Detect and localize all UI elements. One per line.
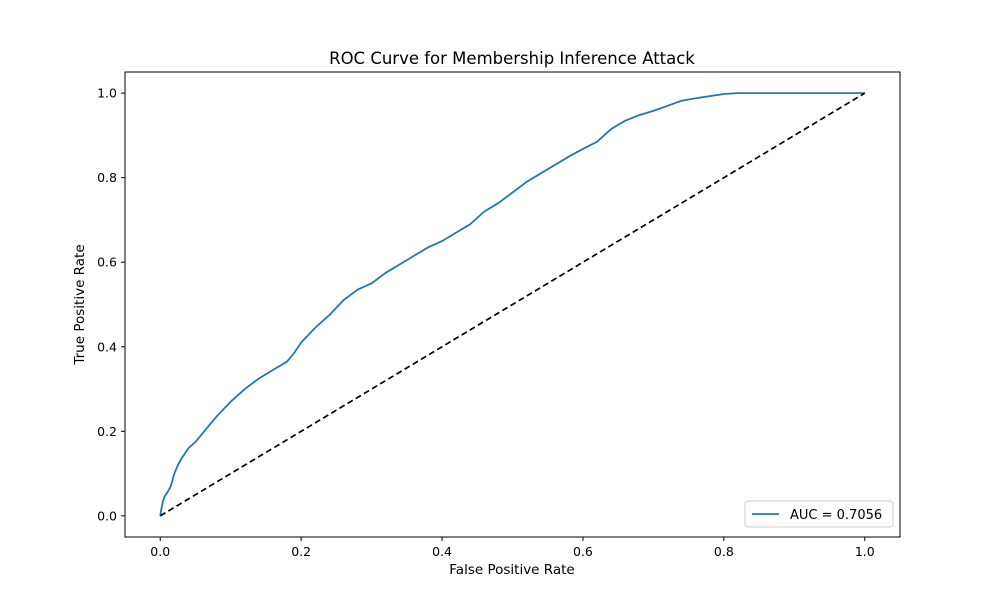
x-axis-label: False Positive Rate bbox=[449, 562, 574, 578]
x-tick-label: 1.0 bbox=[855, 544, 875, 559]
legend: AUC = 0.7056 bbox=[744, 500, 894, 528]
roc-curve-line bbox=[159, 92, 865, 517]
y-tick-label: 0.4 bbox=[97, 339, 117, 354]
x-tick-label: 0.0 bbox=[150, 544, 170, 559]
x-tick-label: 0.8 bbox=[714, 544, 734, 559]
y-axis-label: True Positive Rate bbox=[72, 244, 88, 365]
legend-label: AUC = 0.7056 bbox=[790, 508, 882, 523]
axis-ticks: 0.0 0.2 0.4 0.6 0.8 1.0 0.0 0.2 0.4 0.6 0.8 1.0 bbox=[97, 86, 875, 559]
x-tick-label: 0.4 bbox=[432, 544, 452, 559]
y-tick-label: 1.0 bbox=[97, 86, 117, 101]
y-tick-label: 0.8 bbox=[97, 170, 117, 185]
y-tick-label: 0.0 bbox=[97, 508, 117, 523]
x-tick-label: 0.2 bbox=[291, 544, 311, 559]
y-tick-label: 0.6 bbox=[97, 255, 117, 270]
y-tick-label: 0.2 bbox=[97, 424, 117, 439]
legend-box bbox=[744, 500, 894, 528]
chart-title: ROC Curve for Membership Inference Attac… bbox=[329, 49, 695, 68]
plot-area bbox=[159, 92, 866, 517]
x-tick-label: 0.6 bbox=[573, 544, 593, 559]
axes-frame bbox=[124, 71, 901, 538]
random-baseline-line bbox=[159, 92, 866, 517]
